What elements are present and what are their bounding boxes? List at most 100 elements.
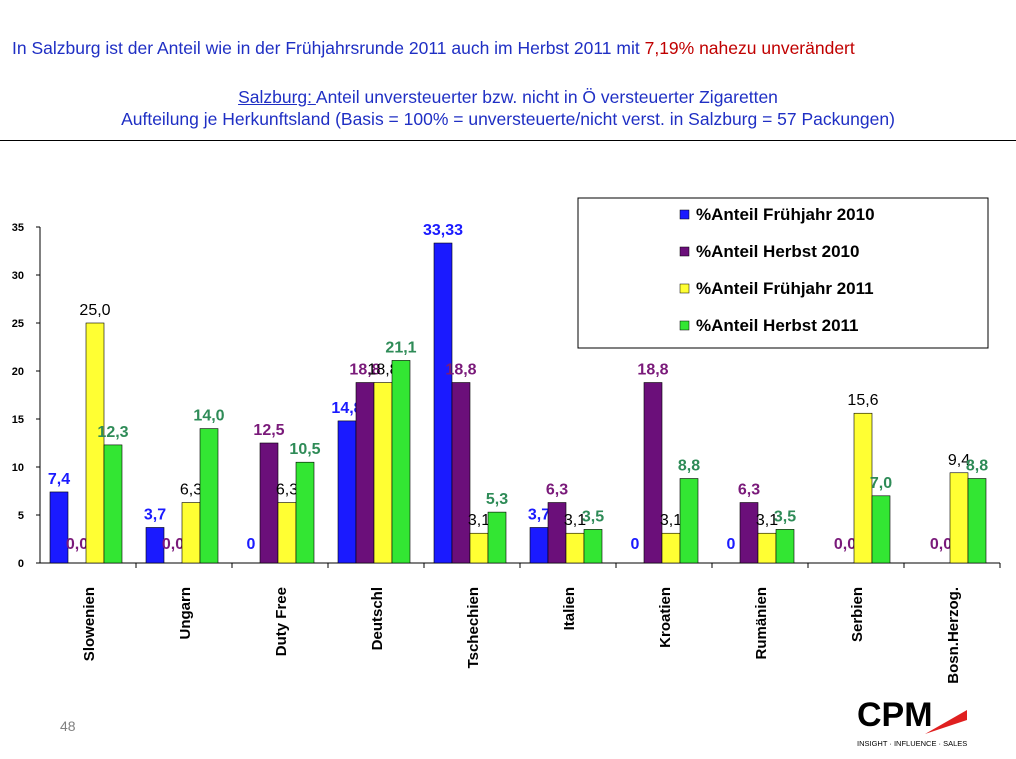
category-label: Italien [561, 587, 578, 630]
bar [49, 491, 69, 564]
data-label: 0 [247, 536, 256, 553]
data-label: 0,0 [66, 536, 88, 553]
data-label: 6,3 [276, 482, 298, 499]
y-tick-label: 10 [12, 462, 24, 474]
bar [871, 495, 891, 564]
category-label: Kroatien [657, 587, 674, 648]
y-tick-label: 35 [12, 222, 24, 234]
subtitle-prefix: Salzburg: [238, 87, 316, 107]
category-label: Duty Free [273, 587, 290, 656]
chart-subtitle-2: Aufteilung je Herkunftsland (Basis = 100… [121, 109, 895, 129]
data-label: 12,5 [253, 422, 284, 439]
bar [259, 442, 279, 564]
category-label: Tschechien [465, 587, 482, 668]
bar [775, 529, 795, 564]
bar [949, 472, 969, 564]
data-label: 3,7 [144, 506, 166, 523]
bar [739, 502, 759, 564]
data-label: 7,4 [48, 471, 70, 488]
svg-text:INSIGHT · INFLUENCE · SALES: INSIGHT · INFLUENCE · SALES [857, 739, 967, 748]
page-number: 48 [60, 718, 76, 734]
bar [451, 382, 471, 564]
bar [103, 444, 123, 564]
bar [967, 478, 987, 564]
category-label: Bosn.Herzog. [945, 587, 962, 684]
y-tick-label: 25 [12, 318, 24, 330]
bar [337, 420, 357, 564]
data-label: 3,1 [756, 512, 778, 529]
bar [85, 322, 105, 564]
data-label: 6,3 [738, 482, 760, 499]
data-label: 18,8 [367, 362, 398, 379]
data-label: 12,3 [97, 424, 128, 441]
y-tick-label: 0 [18, 558, 24, 570]
bar [277, 502, 297, 564]
data-label: 10,5 [289, 441, 320, 458]
data-label: 14,0 [193, 408, 224, 425]
bar [469, 532, 489, 564]
data-label: 0 [631, 536, 640, 553]
legend-box [577, 197, 989, 349]
bar [181, 502, 201, 564]
svg-text:CPM: CPM [857, 696, 933, 734]
data-label: 8,8 [966, 458, 988, 475]
data-label: 3,1 [660, 512, 682, 529]
legend-label: %Anteil Frühjahr 2010 [696, 205, 875, 224]
bar [757, 532, 777, 564]
bar [529, 527, 549, 564]
bar [373, 382, 393, 564]
data-label: 7,0 [870, 475, 892, 492]
data-label: 18,8 [637, 362, 668, 379]
chart-subtitle: Salzburg: Anteil unversteuerter bzw. nic… [0, 87, 1016, 108]
data-label: 3,5 [582, 508, 604, 525]
data-label: 5,3 [486, 491, 508, 508]
bar [547, 502, 567, 564]
data-label: 25,0 [79, 302, 110, 319]
bar [487, 511, 507, 564]
data-label: 3,7 [528, 506, 550, 523]
data-label: 0,0 [162, 536, 184, 553]
data-label: 14,8 [331, 400, 362, 417]
bar [355, 382, 375, 564]
data-label: 18,8 [445, 362, 476, 379]
data-label: 3,1 [564, 512, 586, 529]
bar [199, 428, 219, 564]
subtitle-rest: Anteil unversteuerter bzw. nicht in Ö ve… [315, 87, 778, 107]
data-label: 21,1 [385, 339, 416, 356]
data-label: 0,0 [930, 536, 952, 553]
bar [391, 360, 411, 564]
bar [643, 382, 663, 564]
bar [565, 532, 585, 564]
headline-highlight: 7,19% nahezu unverändert [644, 38, 855, 58]
data-label: 18,8 [349, 362, 380, 379]
legend-swatch [679, 283, 690, 294]
bar [583, 529, 603, 564]
legend-label: %Anteil Herbst 2011 [696, 316, 859, 335]
y-tick-label: 15 [12, 414, 24, 426]
category-label: Serbien [849, 587, 866, 642]
data-label: 3,5 [774, 508, 796, 525]
headline: In Salzburg ist der Anteil wie in der Fr… [12, 38, 1012, 59]
bar [295, 461, 315, 564]
bar [433, 242, 453, 564]
legend-label: %Anteil Herbst 2010 [696, 242, 859, 261]
y-tick-label: 5 [18, 510, 24, 522]
data-label: 3,1 [468, 512, 490, 529]
data-label: 0 [727, 536, 736, 553]
y-tick-label: 30 [12, 270, 24, 282]
legend-swatch [679, 246, 690, 257]
bar [679, 478, 699, 564]
category-label: Ungarn [177, 587, 194, 640]
legend-label: %Anteil Frühjahr 2011 [696, 279, 874, 298]
data-label: 6,3 [180, 482, 202, 499]
bar [661, 532, 681, 564]
bar [853, 412, 873, 564]
data-label: 33,33 [423, 222, 463, 239]
data-label: 15,6 [847, 392, 878, 409]
bar [145, 527, 165, 564]
data-label: 0,0 [834, 536, 856, 553]
data-label: 9,4 [948, 452, 970, 469]
cpm-logo: CPM INSIGHT · INFLUENCE · SALES [857, 696, 967, 748]
legend-swatch [679, 209, 690, 220]
